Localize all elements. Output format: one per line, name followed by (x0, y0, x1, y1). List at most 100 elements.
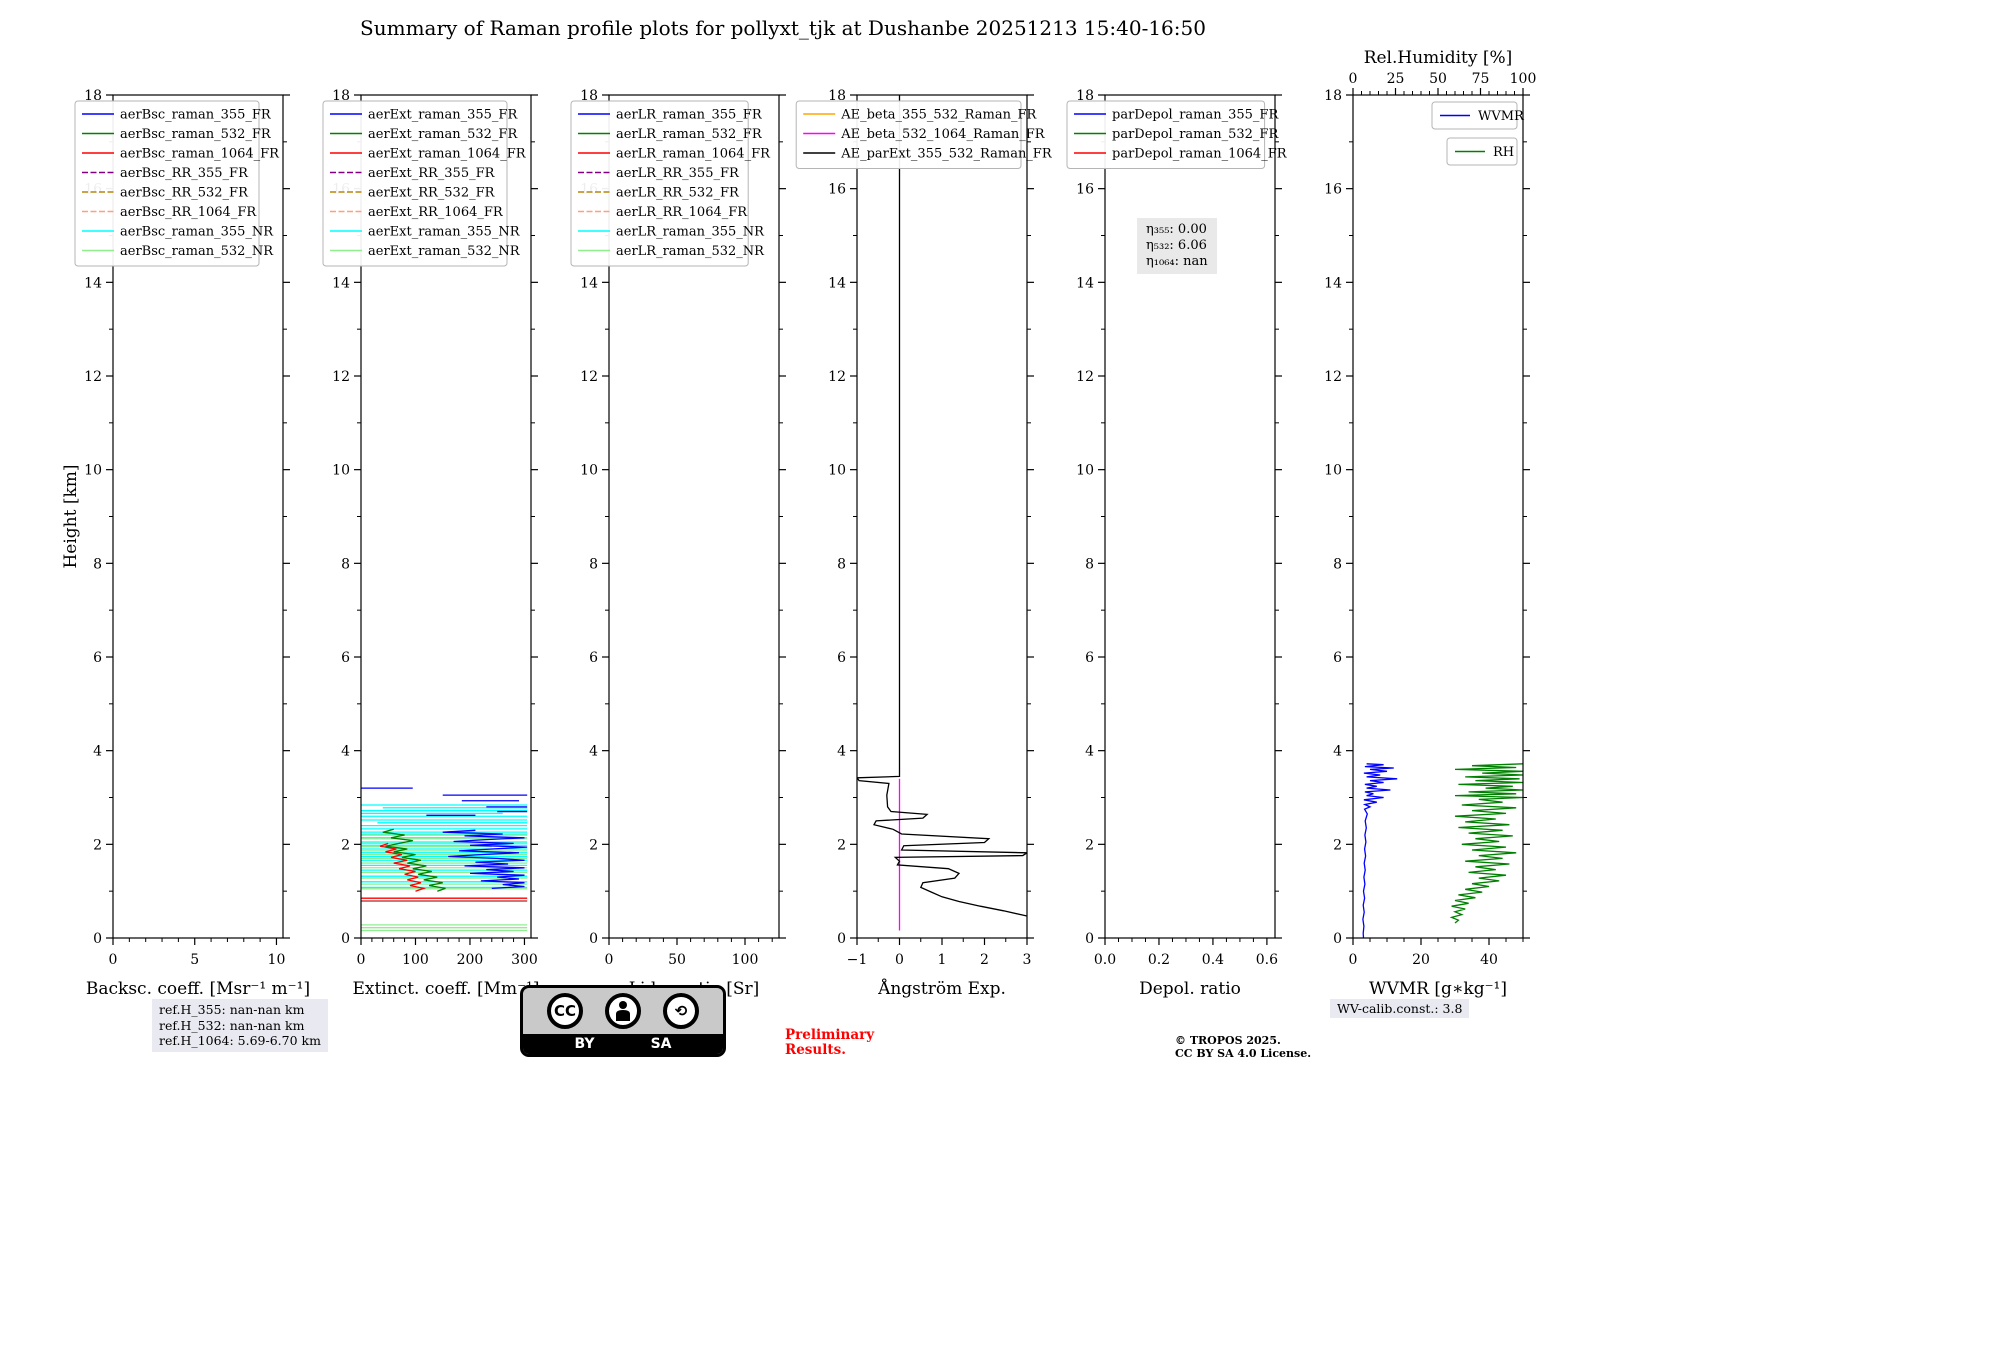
y-tick-label: 12 (1076, 369, 1094, 385)
cc-by-label: BY (574, 1036, 595, 1052)
legend-label: WVMR (1478, 109, 1525, 124)
y-axis-label: Height [km] (61, 464, 81, 568)
y-tick-label: 4 (93, 744, 102, 760)
x-tick-label: 0 (1349, 952, 1358, 968)
eta-annotation: η₃₅₅: 0.00 η₅₃₂: 6.06 η₁₀₆₄: nan (1137, 218, 1217, 274)
y-tick-label: 18 (828, 88, 846, 104)
x-axis-label: WVMR [g∗kg⁻¹] (1369, 979, 1507, 999)
y-tick-label: 16 (1076, 182, 1094, 198)
x-tick-label: 100 (732, 952, 759, 968)
x-tick-label: 2 (980, 952, 989, 968)
series-WVMR (1362, 763, 1398, 938)
top-tick-label: 50 (1429, 71, 1447, 87)
y-tick-label: 18 (1324, 88, 1342, 104)
panel-depol-ratio: 0 2 4 6 8 10 12 14 16 18 0.0 0.2 0.4 0.6 Depol. ratio p… (1066, 88, 1288, 999)
x-tick-label: 20 (1412, 952, 1430, 968)
top-tick-label: 75 (1472, 71, 1490, 87)
eta-355: η₃₅₅: 0.00 (1146, 222, 1207, 237)
x-tick-label: 40 (1480, 952, 1498, 968)
y-tick-label: 4 (837, 744, 846, 760)
y-tick-label: 0 (837, 931, 846, 947)
y-tick-label: 6 (837, 650, 846, 666)
page-title: Summary of Raman profile plots for polly… (360, 16, 1206, 40)
legend-label: aerLR_raman_355_NR (616, 225, 765, 240)
y-tick-label: 4 (341, 744, 350, 760)
reference-height-annotation: ref.H_355: nan-nan km ref.H_532: nan-nan… (152, 999, 328, 1052)
series-aerExt_raman_355_FR (442, 829, 528, 890)
y-tick-label: 4 (1085, 744, 1094, 760)
y-tick-label: 10 (332, 463, 350, 479)
x-tick-label: 0.4 (1202, 952, 1224, 968)
y-tick-label: 2 (1085, 837, 1094, 853)
y-tick-label: 12 (332, 369, 350, 385)
legend-label: parDepol_raman_355_FR (1112, 108, 1279, 123)
panel-series-group (1362, 763, 1523, 938)
preliminary-results-note: Preliminary Results. (785, 1027, 875, 1058)
tropos-copyright: © TROPOS 2025. CC BY SA 4.0 License. (1175, 1034, 1312, 1060)
y-tick-label: 8 (837, 556, 846, 572)
legend-box (322, 100, 508, 267)
x-tick-label: 200 (457, 952, 484, 968)
legend-label: aerBsc_raman_355_NR (120, 225, 274, 240)
y-tick-label: 10 (84, 463, 102, 479)
y-tick-label: 4 (589, 744, 598, 760)
y-tick-label: 6 (93, 650, 102, 666)
y-tick-label: 2 (93, 837, 102, 853)
legend-label: aerBsc_RR_532_FR (120, 186, 249, 201)
panel-backscatter: 0246810121416180510Backsc. coeff. [Msr⁻¹… (74, 88, 310, 999)
x-tick-label: 1 (938, 952, 947, 968)
top-tick-label: 0 (1349, 71, 1358, 87)
x-tick-label: 3 (1023, 952, 1032, 968)
cc-badge-strip: BY SA (523, 1034, 723, 1054)
legend-label: aerExt_raman_355_FR (368, 108, 518, 123)
y-tick-label: 8 (1085, 556, 1094, 572)
y-tick-label: 14 (1076, 275, 1094, 291)
y-tick-label: 0 (341, 931, 350, 947)
legend-label: aerLR_raman_532_FR (616, 127, 763, 142)
legend-label: aerBsc_raman_532_NR (120, 244, 274, 259)
wv-calibration-annotation: WV-calib.const.: 3.8 (1330, 999, 1470, 1018)
legend-label: aerExt_raman_1064_FR (368, 147, 527, 162)
cc-attribution-person-icon (605, 993, 641, 1029)
x-axis-label: Ångström Exp. (877, 978, 1006, 999)
y-tick-label: 18 (580, 88, 598, 104)
legend-label: aerLR_RR_355_FR (616, 166, 740, 181)
x-tick-label: 0 (895, 952, 904, 968)
x-tick-label: 0.2 (1148, 952, 1170, 968)
y-tick-label: 10 (828, 463, 846, 479)
legend-label: AE_beta_532_1064_Raman_FR (840, 127, 1046, 142)
cc-license-badge: CC ⟲ BY SA (520, 985, 726, 1057)
top-tick-label: 100 (1510, 71, 1537, 87)
panel-extinction: 0246810121416180100200300Extinct. coeff.… (322, 88, 540, 999)
panel-series-group (361, 787, 528, 932)
x-tick-label: 0.6 (1256, 952, 1278, 968)
panel-series-group (857, 95, 1027, 931)
y-tick-label: 2 (341, 837, 350, 853)
ref-h-1064: ref.H_1064: 5.69-6.70 km (159, 1033, 321, 1048)
y-tick-label: 0 (93, 931, 102, 947)
series-aerExt_raman_532_FR (382, 828, 446, 892)
x-axis-label: Backsc. coeff. [Msr⁻¹ m⁻¹] (86, 979, 310, 999)
x-tick-label: 0 (109, 952, 118, 968)
y-tick-label: 6 (1085, 650, 1094, 666)
x-tick-label: 5 (190, 952, 199, 968)
legend-label: aerLR_raman_1064_FR (616, 147, 771, 162)
x-tick-label: 50 (668, 952, 686, 968)
legend-label: aerExt_raman_532_FR (368, 127, 518, 142)
series-aerExt_raman_1064_FR (379, 842, 427, 892)
panel-frame (1352, 94, 1524, 939)
legend-label: aerLR_raman_355_FR (616, 108, 763, 123)
legend-label: aerExt_raman_355_NR (368, 225, 521, 240)
x-tick-label: −1 (847, 952, 868, 968)
legend-label: parDepol_raman_1064_FR (1112, 147, 1288, 162)
panel-lidar-ratio: 024681012141618050100Lidar ratio [Sr]aer… (570, 88, 786, 999)
y-tick-label: 18 (1076, 88, 1094, 104)
legend-label: aerExt_RR_1064_FR (368, 205, 504, 220)
x-axis-label: Depol. ratio (1139, 979, 1241, 999)
legend-label: aerBsc_raman_1064_FR (120, 147, 280, 162)
legend-box (1066, 100, 1266, 169)
top-axis-label: Rel.Humidity [%] (1364, 48, 1513, 68)
y-tick-label: 8 (93, 556, 102, 572)
